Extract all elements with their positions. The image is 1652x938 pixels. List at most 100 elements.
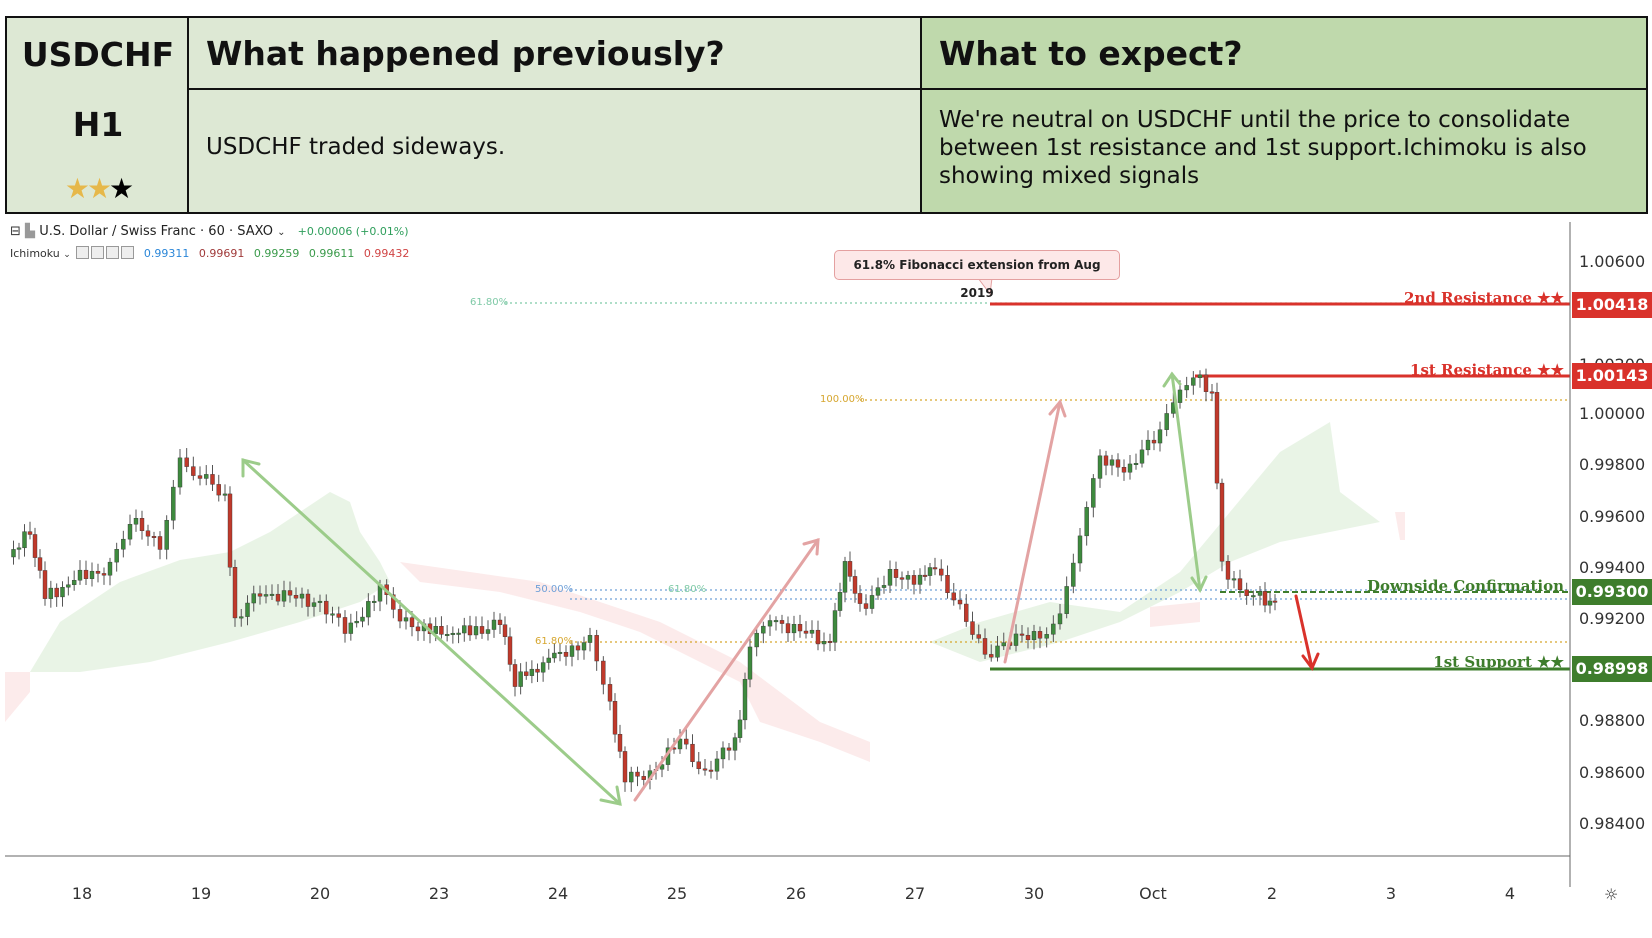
- candle-body: [754, 632, 759, 648]
- candle-body: [791, 624, 797, 634]
- candle-body: [803, 630, 809, 634]
- candle-body: [1257, 591, 1263, 596]
- settings-icon[interactable]: [91, 246, 105, 259]
- collapse-icon[interactable]: ⊟: [10, 224, 21, 239]
- candle-body: [439, 626, 444, 635]
- candle-body: [557, 651, 563, 654]
- candle-body: [11, 549, 16, 558]
- candle-body: [607, 684, 613, 702]
- candle-body: [905, 575, 911, 580]
- candle-body: [60, 586, 65, 598]
- candle-body: [594, 635, 599, 662]
- x-tick: 27: [904, 884, 926, 903]
- chevron-down-icon[interactable]: ⌄: [277, 227, 286, 238]
- fib-label: 50.00%: [535, 584, 574, 595]
- candle-body: [970, 621, 975, 635]
- y-tick: 0.98800: [1579, 711, 1646, 730]
- chart-canvas[interactable]: [0, 222, 1652, 938]
- candle-body: [342, 617, 348, 634]
- candle-body: [197, 475, 203, 479]
- candle-body: [151, 536, 157, 538]
- candle-body: [456, 632, 461, 635]
- indicator-legend[interactable]: Ichimoku ⌄ 0.99311 0.99691 0.99259 0.996…: [10, 246, 409, 260]
- support-1-label: 1st Support ★★: [1433, 653, 1564, 671]
- candle-body: [1184, 385, 1189, 391]
- y-tick: 0.99400: [1579, 558, 1646, 577]
- expect-body-cell: We're neutral on USDCHF until the price …: [922, 90, 1646, 212]
- candle-body: [1001, 642, 1006, 647]
- candle-body: [54, 587, 59, 598]
- candle-body: [957, 599, 963, 605]
- candle-body: [917, 574, 923, 585]
- candle-body: [114, 549, 119, 563]
- candle-body: [1267, 600, 1273, 606]
- candle-body: [797, 624, 803, 632]
- candle-body: [847, 561, 853, 577]
- candle-body: [1091, 478, 1096, 508]
- candle-body: [684, 738, 689, 745]
- symbol-cell: USDCHF H1 ★★★: [7, 18, 189, 212]
- candle-body: [95, 570, 101, 574]
- indicator-name[interactable]: Ichimoku: [10, 247, 60, 260]
- candle-body: [257, 593, 263, 597]
- candle-body: [1121, 467, 1127, 473]
- candle-body: [945, 575, 950, 594]
- ichimoku-cloud-bull: [930, 422, 1380, 662]
- resistance-2-price-tag: 1.00418: [1572, 292, 1652, 318]
- candle-body: [1057, 613, 1063, 625]
- candle-body: [875, 587, 881, 596]
- fib-label: 100.00%: [820, 394, 865, 405]
- candle-body: [1025, 634, 1031, 641]
- candle-body: [635, 771, 640, 777]
- chevron-down-icon[interactable]: ⌄: [63, 250, 71, 260]
- header-grid: USDCHF H1 ★★★ What happened previously? …: [5, 16, 1648, 214]
- candle-body: [617, 734, 623, 752]
- y-tick: 0.98400: [1579, 814, 1646, 833]
- candle-body: [311, 602, 317, 607]
- candle-body: [552, 652, 557, 659]
- candle-body: [1177, 389, 1183, 403]
- candle-body: [145, 530, 151, 537]
- candle-body: [1231, 578, 1237, 581]
- green-arrow-head: [1162, 371, 1182, 388]
- candle-body: [263, 594, 269, 597]
- candle-body: [1097, 455, 1103, 479]
- candle-body: [1251, 595, 1256, 598]
- candle-body: [251, 593, 256, 604]
- price-chart[interactable]: ⊟ ▙ U.S. Dollar / Swiss Franc · 60 · SAX…: [0, 222, 1652, 938]
- expect-text: We're neutral on USDCHF until the price …: [939, 107, 1587, 189]
- candle-body: [1145, 439, 1151, 451]
- flag-icon: ▙: [25, 224, 36, 239]
- x-tick: 18: [71, 884, 93, 903]
- source-icon[interactable]: [106, 246, 120, 259]
- candle-body: [1197, 374, 1203, 379]
- candle-body: [27, 531, 33, 535]
- candle-body: [815, 629, 821, 645]
- gear-icon[interactable]: ☼: [1604, 885, 1619, 904]
- candle-body: [827, 641, 833, 643]
- symbol-legend[interactable]: ⊟ ▙ U.S. Dollar / Swiss Franc · 60 · SAX…: [10, 224, 409, 239]
- y-tick: 1.00600: [1579, 252, 1646, 271]
- candle-body: [982, 638, 988, 655]
- candle-body: [995, 645, 1000, 658]
- candle-body: [433, 626, 438, 634]
- eye-icon[interactable]: [76, 246, 90, 259]
- candle-body: [899, 577, 905, 580]
- y-tick: 0.98600: [1579, 763, 1646, 782]
- close-icon[interactable]: [121, 246, 135, 259]
- candle-body: [269, 593, 275, 596]
- candle-body: [726, 747, 732, 751]
- y-tick: 0.99800: [1579, 455, 1646, 474]
- candle-body: [127, 524, 133, 540]
- green-arrow-head: [1190, 575, 1208, 594]
- candle-body: [239, 616, 244, 619]
- x-tick: 19: [190, 884, 212, 903]
- candle-body: [939, 568, 944, 576]
- candle-body: [371, 600, 377, 603]
- x-tick: 3: [1385, 884, 1397, 903]
- candle-body: [287, 590, 293, 596]
- candle-body: [133, 518, 139, 525]
- candle-body: [911, 575, 917, 585]
- candle-body: [1109, 459, 1115, 466]
- candle-body: [1077, 535, 1083, 564]
